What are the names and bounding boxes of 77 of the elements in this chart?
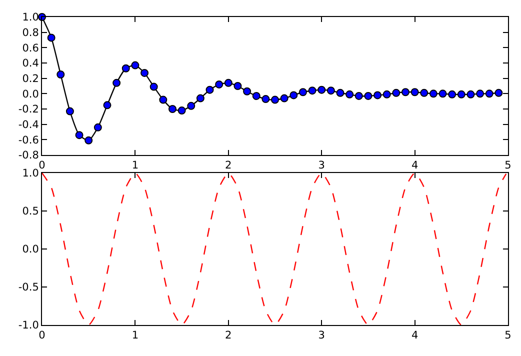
point — [112, 78, 121, 87]
point — [75, 131, 84, 140]
y-tick-label: 1.0 — [22, 12, 39, 24]
y-tick-label: -0.4 — [18, 119, 40, 132]
x-tick-label: 2 — [225, 160, 232, 172]
point — [215, 80, 224, 88]
point — [196, 94, 204, 102]
point — [308, 86, 316, 95]
point — [336, 88, 344, 97]
point — [429, 90, 438, 98]
point — [56, 70, 65, 78]
x-tick-label: 2 — [225, 330, 232, 342]
point — [298, 88, 307, 96]
y-tick-label: 0.5 — [22, 206, 39, 218]
point — [382, 90, 391, 98]
x-tick-label: 1 — [132, 160, 139, 172]
point — [122, 64, 130, 72]
point — [476, 90, 484, 98]
point — [103, 101, 112, 110]
x-tick-label: 0 — [38, 330, 46, 342]
point — [364, 92, 372, 100]
point — [494, 88, 503, 97]
point — [47, 34, 56, 42]
x-tick-label: 3 — [318, 330, 325, 342]
x-tick-label: 0 — [38, 160, 46, 172]
x-tick-label: 5 — [504, 330, 512, 342]
x-tick-label: 4 — [411, 330, 418, 342]
point — [420, 88, 428, 97]
point — [66, 107, 74, 116]
point — [326, 86, 335, 95]
y-tick-label: -0.8 — [18, 150, 39, 162]
point — [374, 91, 382, 100]
point — [410, 88, 419, 96]
point — [318, 86, 326, 94]
point — [131, 61, 140, 70]
y-tick-label: 0.6 — [22, 42, 40, 54]
point — [150, 82, 158, 91]
point — [466, 90, 475, 98]
point — [290, 91, 298, 100]
point — [401, 88, 410, 96]
y-tick-label: 0.8 — [22, 27, 39, 40]
point — [354, 92, 363, 100]
point — [168, 105, 176, 113]
x-tick-label: 5 — [504, 160, 512, 172]
y-tick-label: 0.2 — [22, 73, 39, 86]
point — [94, 123, 102, 132]
point — [234, 82, 242, 90]
y-tick-label: 1.0 — [22, 168, 39, 180]
y-tick-label: 0.4 — [22, 58, 40, 70]
point — [187, 102, 196, 110]
point — [224, 78, 232, 87]
point — [159, 96, 168, 104]
line-series — [42, 173, 507, 325]
point — [280, 94, 288, 102]
point — [206, 86, 214, 94]
point — [178, 106, 186, 115]
y-tick-label: 0.0 — [22, 244, 39, 256]
point — [84, 136, 93, 144]
y-tick-label: -0.5 — [18, 282, 39, 294]
point — [448, 90, 456, 98]
point — [438, 90, 447, 98]
point — [140, 68, 149, 77]
y-tick-label: 0.0 — [22, 88, 39, 100]
point — [346, 90, 354, 98]
y-tick-label: -0.6 — [18, 134, 40, 146]
point — [392, 88, 400, 97]
y-tick-label: -0.2 — [18, 104, 39, 116]
point — [262, 95, 270, 104]
point — [457, 90, 466, 98]
x-tick-label: 4 — [411, 160, 418, 172]
x-tick-label: 1 — [132, 330, 139, 342]
point — [485, 90, 494, 98]
point — [243, 87, 252, 96]
y-tick-label: -1.0 — [18, 320, 39, 332]
point — [271, 96, 279, 104]
x-tick-label: 3 — [318, 160, 325, 172]
point — [252, 92, 260, 100]
